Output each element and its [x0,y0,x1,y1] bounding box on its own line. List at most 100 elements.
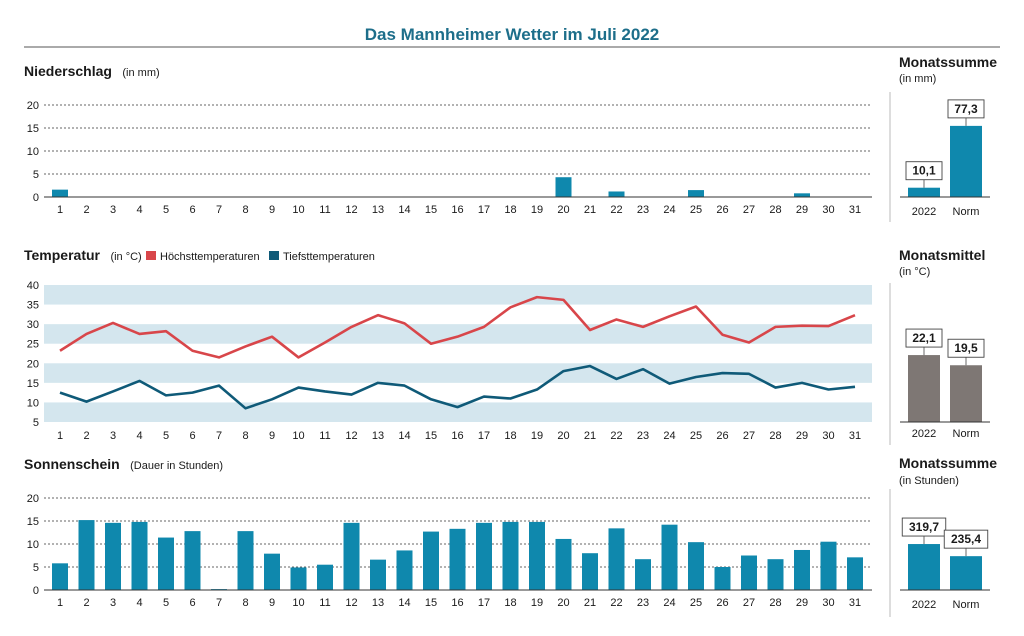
temp-xtick-6: 6 [189,430,195,442]
temp-unit: (in °C) [110,251,141,263]
sun-bar-day-6 [184,531,201,590]
sun-ytick-10: 10 [27,539,39,551]
sun-xtick-10: 10 [292,597,304,609]
sun-xtick-19: 19 [531,597,543,609]
temp-xtick-10: 10 [292,430,304,442]
precip-xtick-21: 21 [584,204,596,216]
precip-title: Niederschlag [24,63,112,79]
precip-ytick-5: 5 [33,169,39,181]
sun-bar-day-26 [714,567,731,590]
temp-xtick-21: 21 [584,430,596,442]
sun-xtick-29: 29 [796,597,808,609]
sun-ytick-15: 15 [27,516,39,528]
precip-sum-cat-Norm: Norm [953,206,980,218]
temp-ytick-30: 30 [27,319,39,331]
precip-xtick-29: 29 [796,204,808,216]
sun-side-unit: (in Stunden) [899,475,959,487]
temp-ytick-15: 15 [27,378,39,390]
precip-xtick-9: 9 [269,204,275,216]
temp-low-line [59,364,856,410]
sun-side-title: Monatssumme [899,455,997,471]
precip-sum-bar-2022 [908,187,940,197]
precip-bar-day-29 [794,193,810,197]
temp-xtick-12: 12 [345,430,357,442]
precip-xtick-3: 3 [110,204,116,216]
temp-mean-cat-Norm: Norm [953,428,980,440]
precip-ytick-20: 20 [27,100,39,112]
sun-bar-day-25 [688,542,704,590]
precip-xtick-25: 25 [690,204,702,216]
temp-ytick-25: 25 [27,339,39,351]
precip-sum-value-Norm: 77,3 [954,102,978,116]
precip-xtick-28: 28 [769,204,781,216]
precip-xtick-14: 14 [398,204,410,216]
sun-xtick-3: 3 [110,597,116,609]
precip-xtick-26: 26 [716,204,728,216]
temp-xtick-4: 4 [136,430,142,442]
precip-unit: (in mm) [122,67,159,79]
precip-ytick-10: 10 [27,146,39,158]
precip-xtick-23: 23 [637,204,649,216]
precip-xtick-20: 20 [557,204,569,216]
temp-band-25-30 [44,324,872,344]
temp-side-unit: (in °C) [899,266,930,278]
temp-band-15-20 [44,363,872,383]
sun-xtick-20: 20 [557,597,569,609]
precip-sum-valuebox-Norm [947,99,985,119]
temp-xtick-31: 31 [849,430,861,442]
sun-bar-day-24 [661,524,678,590]
precip-xtick-22: 22 [610,204,622,216]
precip-xtick-2: 2 [83,204,89,216]
sun-sum-value-Norm: 235,4 [951,532,981,546]
sun-bar-day-1 [52,563,68,590]
temp-title-group: Temperatur (in °C) [24,247,142,264]
sun-xtick-12: 12 [345,597,357,609]
temp-xtick-11: 11 [319,430,330,442]
sun-bar-day-8 [237,531,254,590]
sun-ytick-5: 5 [33,562,39,574]
sun-bar-day-9 [264,553,280,590]
temp-ytick-5: 5 [33,417,39,429]
temp-xtick-24: 24 [663,430,675,442]
sun-xtick-21: 21 [584,597,596,609]
sun-bar-day-15 [423,531,439,590]
sun-bar-day-29 [794,549,810,590]
precip-xtick-12: 12 [345,204,357,216]
precip-bar-day-20 [555,177,572,197]
sun-bar-day-22 [608,528,625,590]
temp-xtick-19: 19 [531,430,543,442]
sun-bar-day-2 [78,520,95,590]
sun-bar-day-5 [158,537,174,590]
temp-mean-cat-2022: 2022 [912,428,936,440]
precip-side-unit: (in mm) [899,73,936,85]
precip-ytick-15: 15 [27,123,39,135]
temp-mean-valuebox-Norm [947,338,985,358]
sun-bar-day-3 [105,522,121,590]
sun-xtick-5: 5 [163,597,169,609]
precip-xtick-31: 31 [849,204,861,216]
sun-xtick-9: 9 [269,597,275,609]
sun-bar-day-17 [476,522,492,590]
temp-band-35-40 [44,285,872,305]
sun-xtick-31: 31 [849,597,861,609]
sun-bar-day-16 [449,528,466,590]
sun-xtick-18: 18 [504,597,516,609]
sun-xtick-26: 26 [716,597,728,609]
precip-sum-bar-Norm [950,125,982,197]
temp-ytick-35: 35 [27,300,39,312]
sun-bar-day-31 [847,557,863,590]
precip-side-title: Monatssumme [899,54,997,70]
precip-xtick-18: 18 [504,204,516,216]
temp-xtick-18: 18 [504,430,516,442]
legend-low-swatch [269,251,279,260]
temp-xtick-8: 8 [242,430,248,442]
sun-unit: (Dauer in Stunden) [130,460,223,472]
legend-low-label: Tiefsttemperaturen [283,251,375,263]
temp-xtick-3: 3 [110,430,116,442]
sun-xtick-6: 6 [189,597,195,609]
sun-bar-day-11 [317,564,333,590]
temp-xtick-22: 22 [610,430,622,442]
sun-xtick-25: 25 [690,597,702,609]
temp-mean-value-Norm: 19,5 [954,341,978,355]
